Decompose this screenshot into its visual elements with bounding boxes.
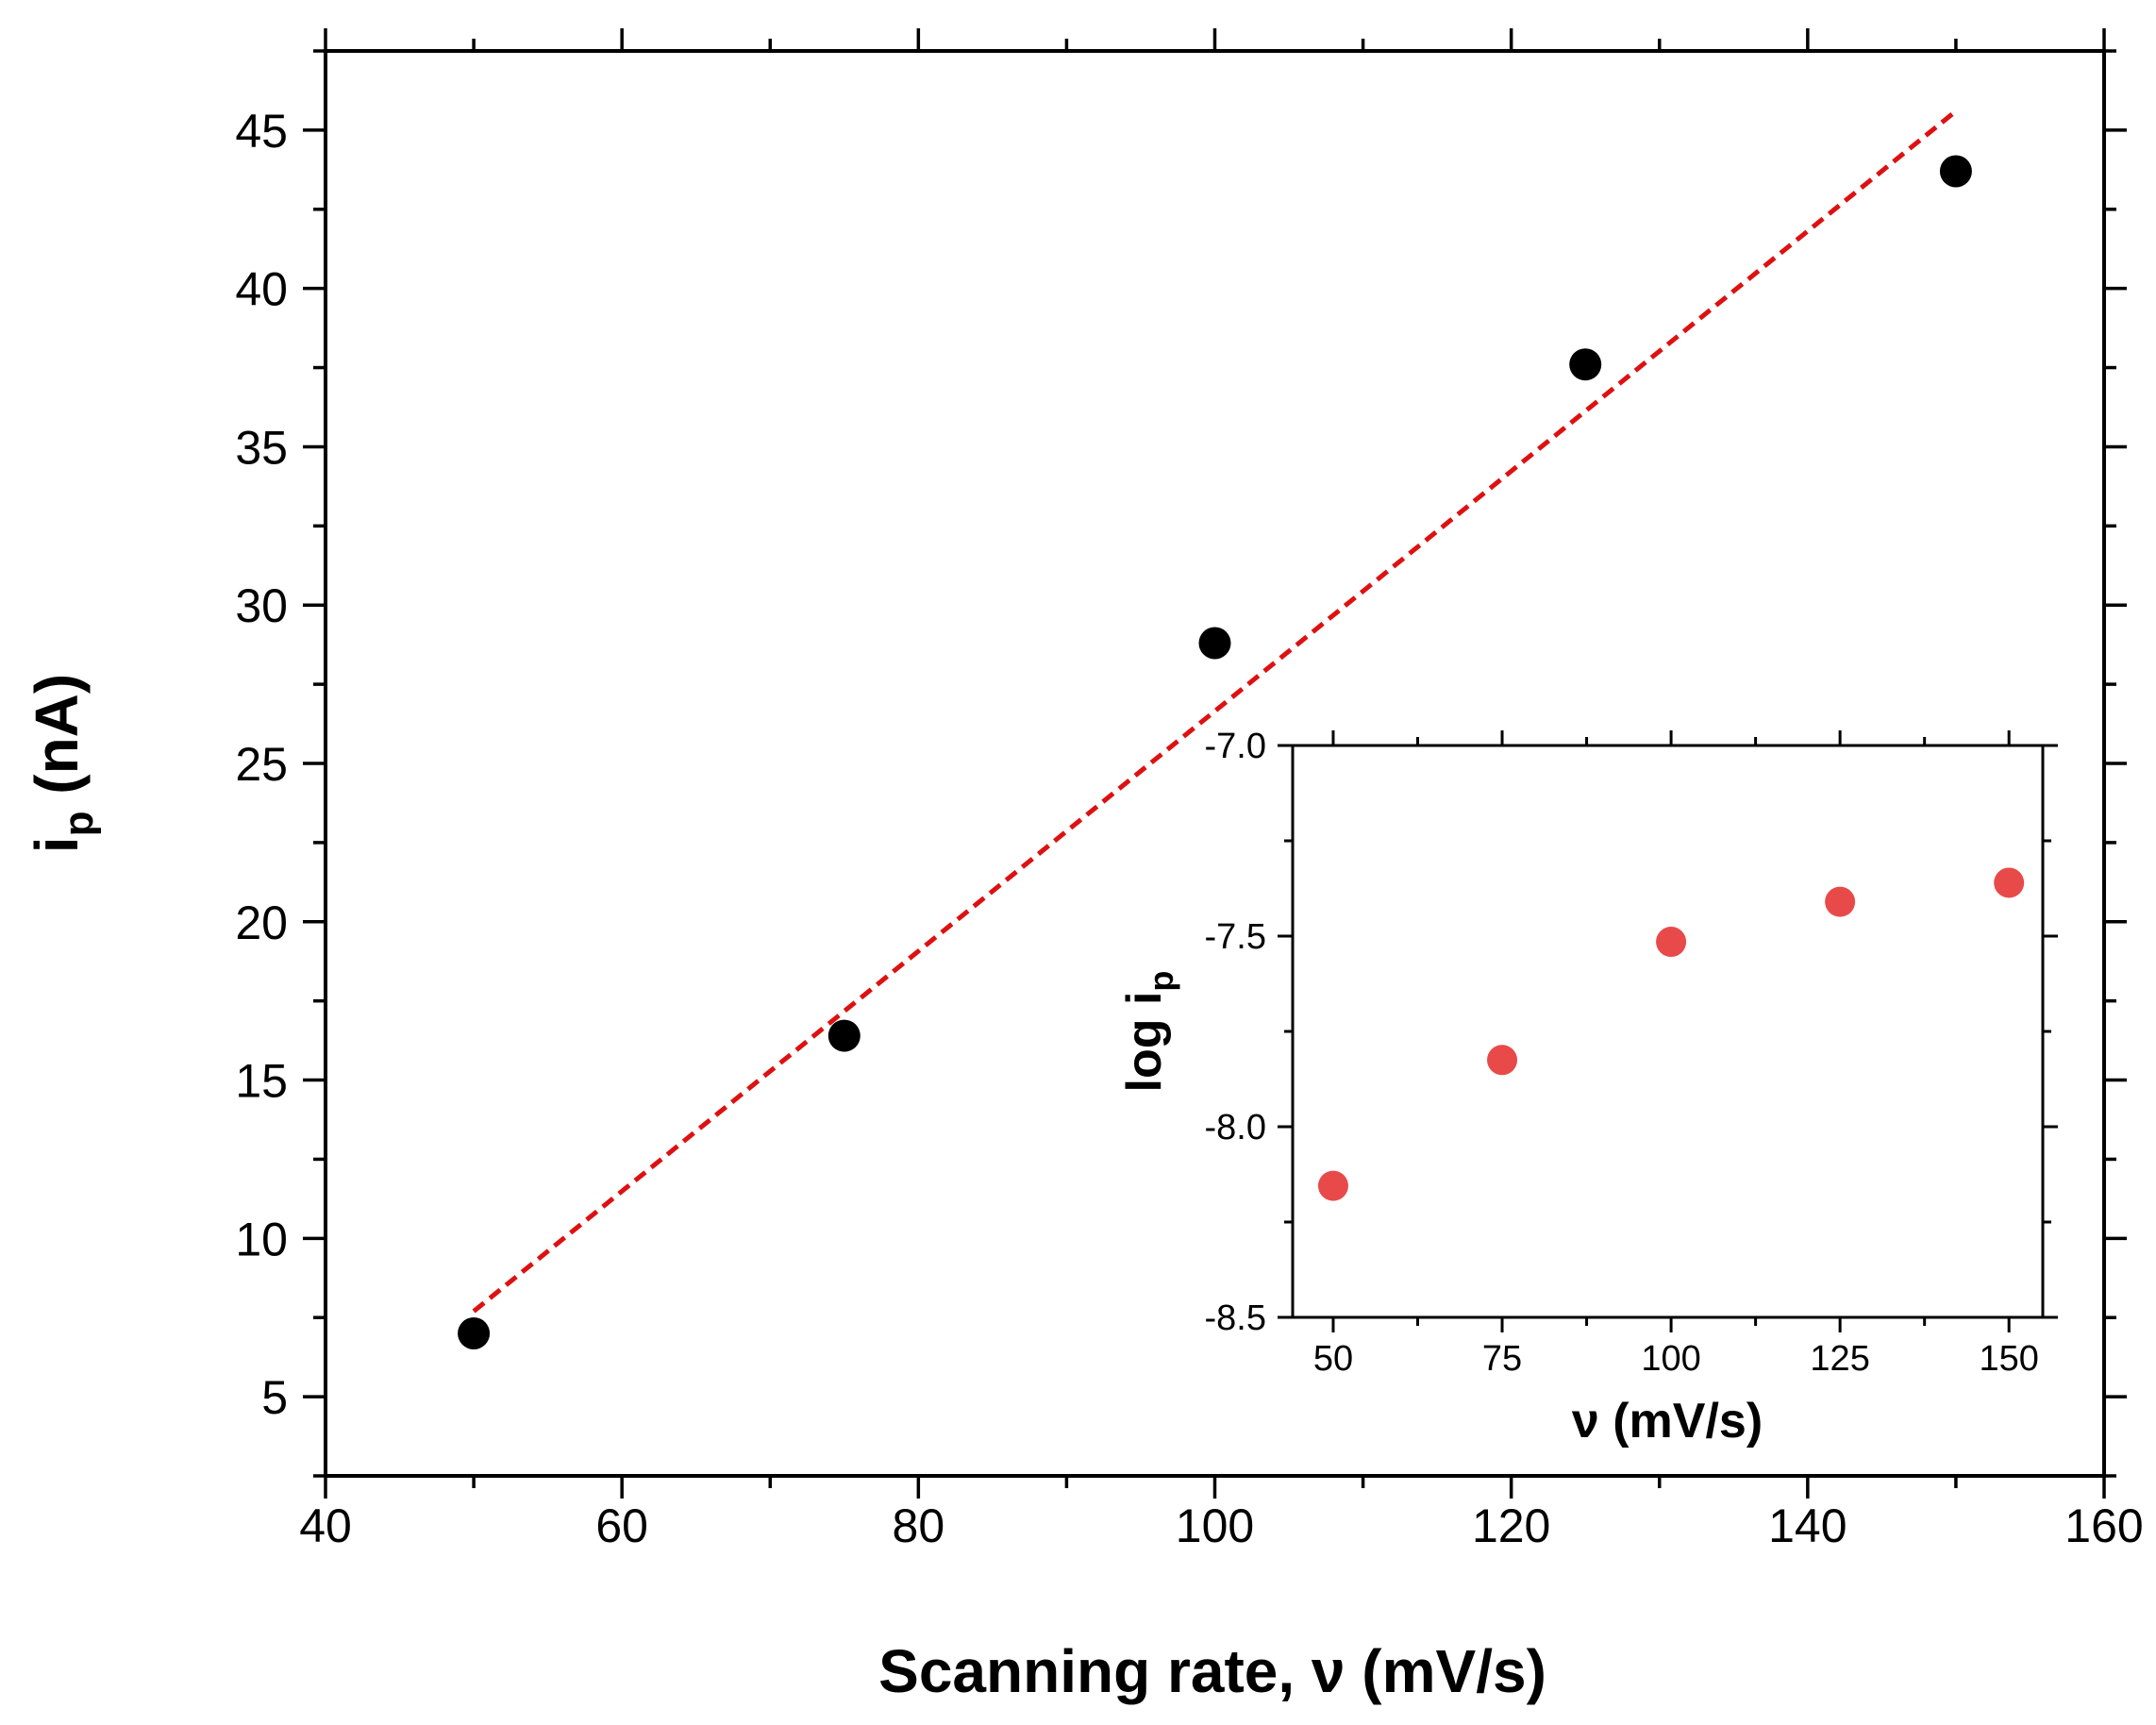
main-y-tick-label: 40 [235, 263, 288, 316]
main-x-axis-title: Scanning rate, ν (mV/s) [878, 1637, 1546, 1705]
inset-x-tick-label: 50 [1313, 1339, 1353, 1379]
main-marks [458, 109, 1972, 1349]
main-x-tick-label: 100 [1176, 1499, 1254, 1552]
main-y-axis-title-suffix: (nA) [23, 674, 91, 812]
inset-data-point [1317, 1170, 1348, 1201]
main-y-axis-title: ip (nA) [23, 674, 102, 853]
inset-y-axis-title: log ip [1117, 971, 1180, 1093]
main-y-axis-title-main: i [23, 836, 91, 853]
inset-data-point [1825, 886, 1856, 917]
main-data-point [1939, 155, 1972, 188]
inset-marks [1317, 867, 2025, 1201]
main-y-tick-label: 5 [261, 1371, 288, 1424]
main-x-tick-label: 120 [1472, 1499, 1550, 1552]
main-fit-line [472, 109, 1958, 1314]
inset-x-tick-label: 100 [1641, 1339, 1700, 1379]
inset-y-axis-title-main: log i [1117, 992, 1172, 1093]
main-x-tick-label: 40 [299, 1499, 352, 1552]
inset-y-axis-title-subscript: p [1142, 971, 1180, 992]
inset-y-tick-label: -7.0 [1205, 727, 1266, 766]
inset-data-point [1487, 1045, 1518, 1076]
inset-ticks: 50 75 100 125 150 -7.0 -7.5 -8.0 -8.5 [1205, 727, 2058, 1379]
main-y-tick-label: 10 [235, 1213, 288, 1265]
inset-y-tick-label: -7.5 [1205, 917, 1266, 957]
main-x-tick-label: 160 [2064, 1499, 2143, 1552]
inset-x-tick-label: 125 [1810, 1339, 1869, 1379]
main-data-point [458, 1317, 491, 1349]
main-y-tick-label: 45 [235, 105, 288, 158]
main-y-tick-label: 30 [235, 579, 288, 632]
inset-plot-background [1293, 745, 2043, 1317]
inset-y-tick-label: -8.5 [1205, 1298, 1266, 1338]
inset-data-point [1994, 867, 2025, 898]
inset-x-tick-label: 75 [1482, 1339, 1522, 1379]
main-x-tick-label: 60 [595, 1499, 648, 1552]
inset-plot: 50 75 100 125 150 -7.0 -7.5 -8.0 -8.5 ν (mV/s) l… [1117, 727, 2058, 1449]
main-ticks: 40 60 80 100 120 140 160 5 10 15 20 25 30 35 40 45 [235, 28, 2144, 1552]
inset-data-point [1656, 927, 1687, 958]
main-plot: 40 60 80 100 120 140 160 5 10 15 20 25 30 35 40 45 Scan… [23, 28, 2144, 1705]
main-x-tick-label: 80 [893, 1499, 945, 1552]
main-x-tick-label: 140 [1768, 1499, 1847, 1552]
main-data-point [1198, 627, 1231, 660]
main-y-tick-label: 15 [235, 1055, 288, 1108]
inset-y-tick-label: -8.0 [1205, 1108, 1266, 1147]
main-data-point [1569, 348, 1602, 381]
main-y-tick-label: 25 [235, 738, 288, 791]
main-data-point [827, 1019, 861, 1052]
inset-x-axis-title: ν (mV/s) [1572, 1394, 1763, 1449]
main-y-tick-label: 20 [235, 896, 288, 949]
main-y-axis-title-subscript: p [56, 812, 102, 837]
main-y-tick-label: 35 [235, 421, 288, 474]
inset-x-tick-label: 150 [1979, 1339, 2038, 1379]
